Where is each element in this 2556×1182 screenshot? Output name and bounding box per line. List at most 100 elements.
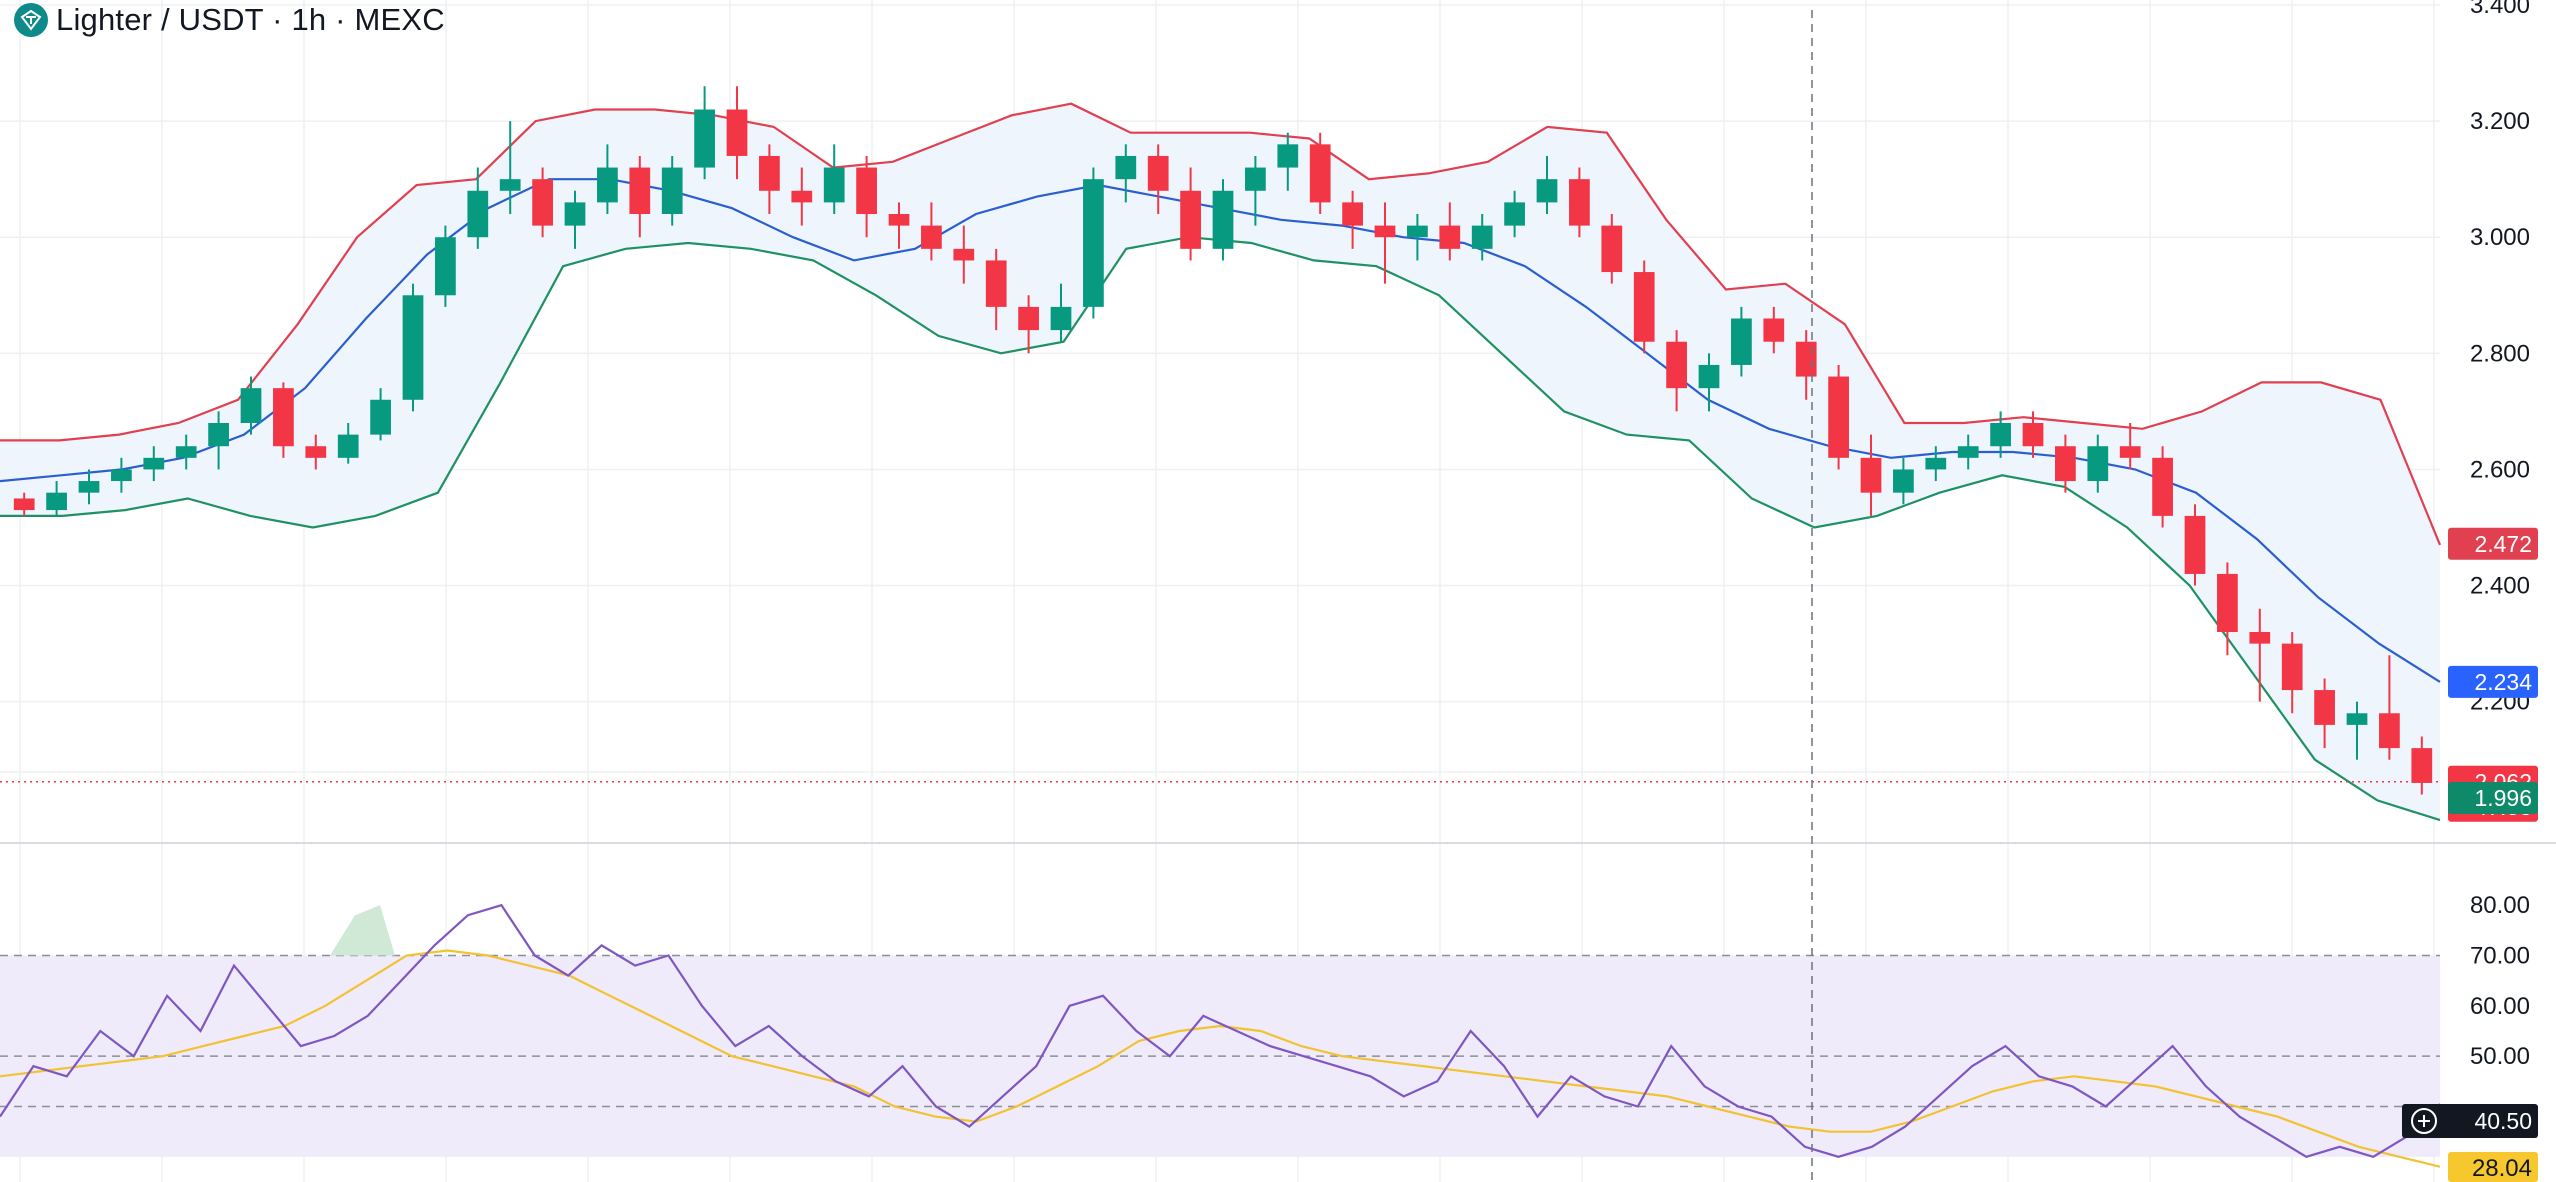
candle-body <box>1374 225 1396 238</box>
rsi-ma-tag-bg <box>2448 1152 2538 1182</box>
bb-lower-tag-bg <box>2448 782 2538 814</box>
candle-body <box>435 237 456 296</box>
candle-body <box>13 498 35 511</box>
candle-body <box>921 225 942 249</box>
candle-body <box>1277 144 1299 168</box>
candle-body <box>1893 469 1914 493</box>
candle-body <box>759 155 780 191</box>
candle-body <box>111 469 132 482</box>
candle-body <box>823 167 845 203</box>
rsi-tick-label: 70.00 <box>2470 943 2530 970</box>
candle-body <box>1309 144 1331 203</box>
candle-body <box>175 446 197 458</box>
chart-title: Lighter / USDT · 1h · MEXC <box>56 2 445 38</box>
candle-body <box>1763 318 1785 342</box>
symbol-label: Lighter / USDT <box>56 2 264 37</box>
candle-body <box>1925 457 1947 470</box>
bollinger-fill <box>0 103 2440 821</box>
candle-body <box>985 260 1007 307</box>
candle-body <box>2249 632 2271 644</box>
candle-body <box>337 434 359 458</box>
candle-body <box>2411 748 2433 783</box>
candle-body <box>1601 225 1623 273</box>
bb-lower-tag: 1.996 <box>2474 785 2532 811</box>
candle-body <box>467 190 489 238</box>
candle-body <box>532 179 553 226</box>
exchange-label: MEXC <box>354 2 445 37</box>
candle-body <box>2281 643 2303 691</box>
candle-body <box>1212 190 1234 249</box>
candle-body <box>2379 713 2400 749</box>
price-tick-label: 2.800 <box>2470 340 2530 367</box>
candle-body <box>1115 155 1137 180</box>
candle-body <box>2055 446 2076 482</box>
candle-body <box>1666 341 1687 389</box>
candle-body <box>661 167 683 214</box>
candle-body <box>2152 457 2173 516</box>
rsi-tick-label: 80.00 <box>2470 892 2530 919</box>
candle-body <box>2217 573 2238 632</box>
rsi-tick-label: 50.00 <box>2470 1043 2530 1070</box>
candle-body <box>2119 446 2141 458</box>
bb-upper-tag-bg <box>2448 527 2538 560</box>
candle-body <box>953 248 975 261</box>
candle-body <box>1018 306 1039 331</box>
price-tick-label: 2.600 <box>2470 456 2530 483</box>
candle-body <box>597 167 618 203</box>
chart-title-bar[interactable]: Lighter / USDT · 1h · MEXC <box>14 2 445 38</box>
candle-body <box>791 190 813 203</box>
candle-body <box>1342 202 1363 226</box>
candle-body <box>1471 225 1493 249</box>
candle-body <box>46 492 67 511</box>
candlestick-series <box>13 86 2433 795</box>
candle-body <box>273 388 294 447</box>
bb-basis-tag: 2.234 <box>2474 669 2532 695</box>
candle-body <box>1504 202 1525 226</box>
rsi-overbought-fill <box>330 905 395 956</box>
candle-body <box>1407 225 1428 238</box>
rsi-tick-label: 60.00 <box>2470 993 2530 1020</box>
candle-body <box>78 481 100 493</box>
candle-body <box>208 423 229 447</box>
candle-body <box>629 167 651 214</box>
candle-body <box>888 214 910 226</box>
bb-upper-tag: 2.472 <box>2474 531 2532 557</box>
candle-body <box>1569 179 1590 226</box>
candle-body <box>2022 423 2044 447</box>
candle-body <box>1990 423 2011 447</box>
candle-body <box>1083 179 1104 307</box>
candle-body <box>2346 713 2368 725</box>
rsi-value-tag: 40.50 <box>2474 1108 2532 1134</box>
candle-body <box>1795 341 1817 377</box>
candle-body <box>1050 306 1072 331</box>
tether-logo-icon <box>14 3 48 37</box>
price-tick-label: 3.000 <box>2470 224 2530 251</box>
candle-body <box>1147 155 1169 191</box>
rsi-pane <box>0 903 2441 1168</box>
candle-body <box>694 109 715 168</box>
candle-body <box>564 202 586 226</box>
candle-body <box>2314 690 2335 725</box>
candle-body <box>2087 446 2109 482</box>
rsi-ma-line <box>0 949 2441 1168</box>
rsi-value-tag-bg <box>2402 1104 2538 1138</box>
chart-overlay <box>0 10 2440 1182</box>
price-tick-label: 3.200 <box>2470 108 2530 135</box>
bb-basis-tag-bg <box>2448 665 2538 698</box>
candle-body <box>370 399 391 435</box>
interval-label: 1h <box>291 2 327 37</box>
candle-body <box>305 446 327 458</box>
candle-body <box>1698 364 1720 389</box>
candle-body <box>402 295 424 400</box>
candle-body <box>240 388 262 423</box>
candle-body <box>2184 515 2206 574</box>
plus-circle-icon <box>2411 1108 2437 1134</box>
price-tick-label: 3.400 <box>2470 0 2530 19</box>
candle-body <box>1957 446 1979 458</box>
candle-body <box>143 457 165 470</box>
candle-body <box>856 167 877 214</box>
candle-body <box>1860 457 1882 493</box>
title-separator: · <box>272 2 283 37</box>
rsi-ma-value-tag: 28.04 <box>2472 1155 2532 1182</box>
